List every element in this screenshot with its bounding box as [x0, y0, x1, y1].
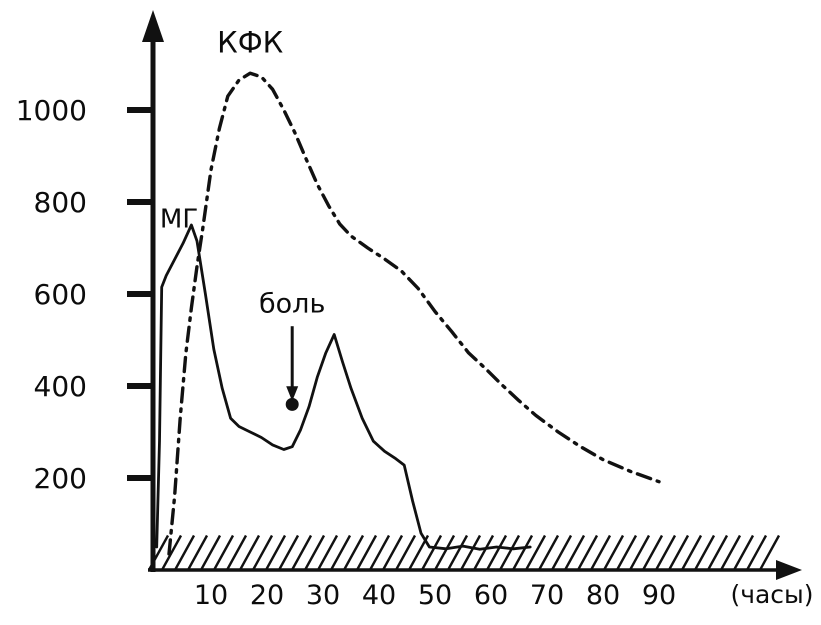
- normal-range-hatch-line: [628, 534, 651, 571]
- normal-range-hatch-line: [290, 534, 313, 571]
- y-axis-arrowhead: [142, 10, 164, 42]
- normal-range-hatch-line: [199, 534, 222, 571]
- normal-range-hatch-line: [732, 534, 755, 571]
- normal-range-hatch-line: [550, 534, 573, 571]
- normal-range-hatch-line: [303, 534, 326, 571]
- normal-range-hatch-line: [498, 534, 521, 571]
- normal-range-hatch-line: [186, 534, 209, 571]
- normal-range-hatch-line: [706, 534, 729, 571]
- normal-range-hatch-line: [251, 534, 274, 571]
- normal-range-hatch-line: [446, 534, 469, 571]
- normal-range-hatch-line: [680, 534, 703, 571]
- series-mg-line: [155, 223, 532, 551]
- normal-range-hatch-line: [212, 534, 235, 571]
- normal-range-hatch-line: [433, 534, 456, 571]
- normal-range-hatch-line: [537, 534, 560, 571]
- annotation-series-label: КФК: [217, 26, 284, 60]
- x-tick-label: 80: [586, 580, 620, 611]
- normal-range-hatch-line: [758, 534, 781, 571]
- normal-range-hatch-line: [511, 534, 534, 571]
- series-kfk-line: [167, 71, 661, 556]
- x-tick-label: 30: [306, 580, 340, 611]
- normal-range-hatch-line: [173, 534, 196, 571]
- normal-range-hatch-line: [719, 534, 742, 571]
- normal-range-hatch-line: [160, 534, 183, 571]
- y-tick-label: 600: [34, 278, 87, 311]
- normal-range-hatch-line: [524, 534, 547, 571]
- x-tick-label: 20: [250, 580, 284, 611]
- y-tick-label: 400: [34, 370, 87, 403]
- normal-range-hatch-line: [368, 534, 391, 571]
- normal-range-hatch-line: [641, 534, 664, 571]
- normal-range-hatch-line: [355, 534, 378, 571]
- normal-range-hatch-line: [264, 534, 287, 571]
- y-tick-label: 1000: [16, 94, 87, 127]
- normal-range-hatch-line: [576, 534, 599, 571]
- normal-range-hatch-line: [654, 534, 677, 571]
- normal-range-hatch-line: [745, 534, 768, 571]
- normal-range-hatch-line: [420, 534, 443, 571]
- normal-range-hatch-line: [667, 534, 690, 571]
- y-tick-label: 200: [34, 462, 87, 495]
- normal-range-hatch-line: [225, 534, 248, 571]
- x-tick-label: 40: [362, 580, 396, 611]
- normal-range-hatch-line: [277, 534, 300, 571]
- x-tick-label: 50: [418, 580, 452, 611]
- normal-range-hatch-line: [238, 534, 261, 571]
- pain-dot: [285, 397, 299, 411]
- x-axis-unit-label: (часы): [730, 580, 813, 609]
- normal-range-hatch-line: [316, 534, 339, 571]
- x-tick-label: 60: [474, 580, 508, 611]
- normal-range-hatch-line: [693, 534, 716, 571]
- normal-range-hatch-line: [381, 534, 404, 571]
- normal-range-hatch-line: [485, 534, 508, 571]
- normal-range-hatch-line: [394, 534, 417, 571]
- normal-range-hatch-line: [589, 534, 612, 571]
- normal-range-hatch-line: [459, 534, 482, 571]
- x-tick-label: 10: [194, 580, 228, 611]
- x-tick-label: 90: [642, 580, 676, 611]
- normal-range-hatch-line: [342, 534, 365, 571]
- y-tick-label: 800: [34, 186, 87, 219]
- annotation-pain-label: боль: [259, 288, 325, 319]
- x-tick-label: 70: [530, 580, 564, 611]
- normal-range-hatch-line: [615, 534, 638, 571]
- annotation-series-label: МГ: [160, 204, 198, 234]
- normal-range-hatch-line: [563, 534, 586, 571]
- normal-range-hatch-line: [329, 534, 352, 571]
- normal-range-hatch-line: [602, 534, 625, 571]
- normal-range-hatch-line: [472, 534, 495, 571]
- x-axis-arrowhead: [776, 560, 802, 580]
- pain-arrowhead: [286, 386, 299, 402]
